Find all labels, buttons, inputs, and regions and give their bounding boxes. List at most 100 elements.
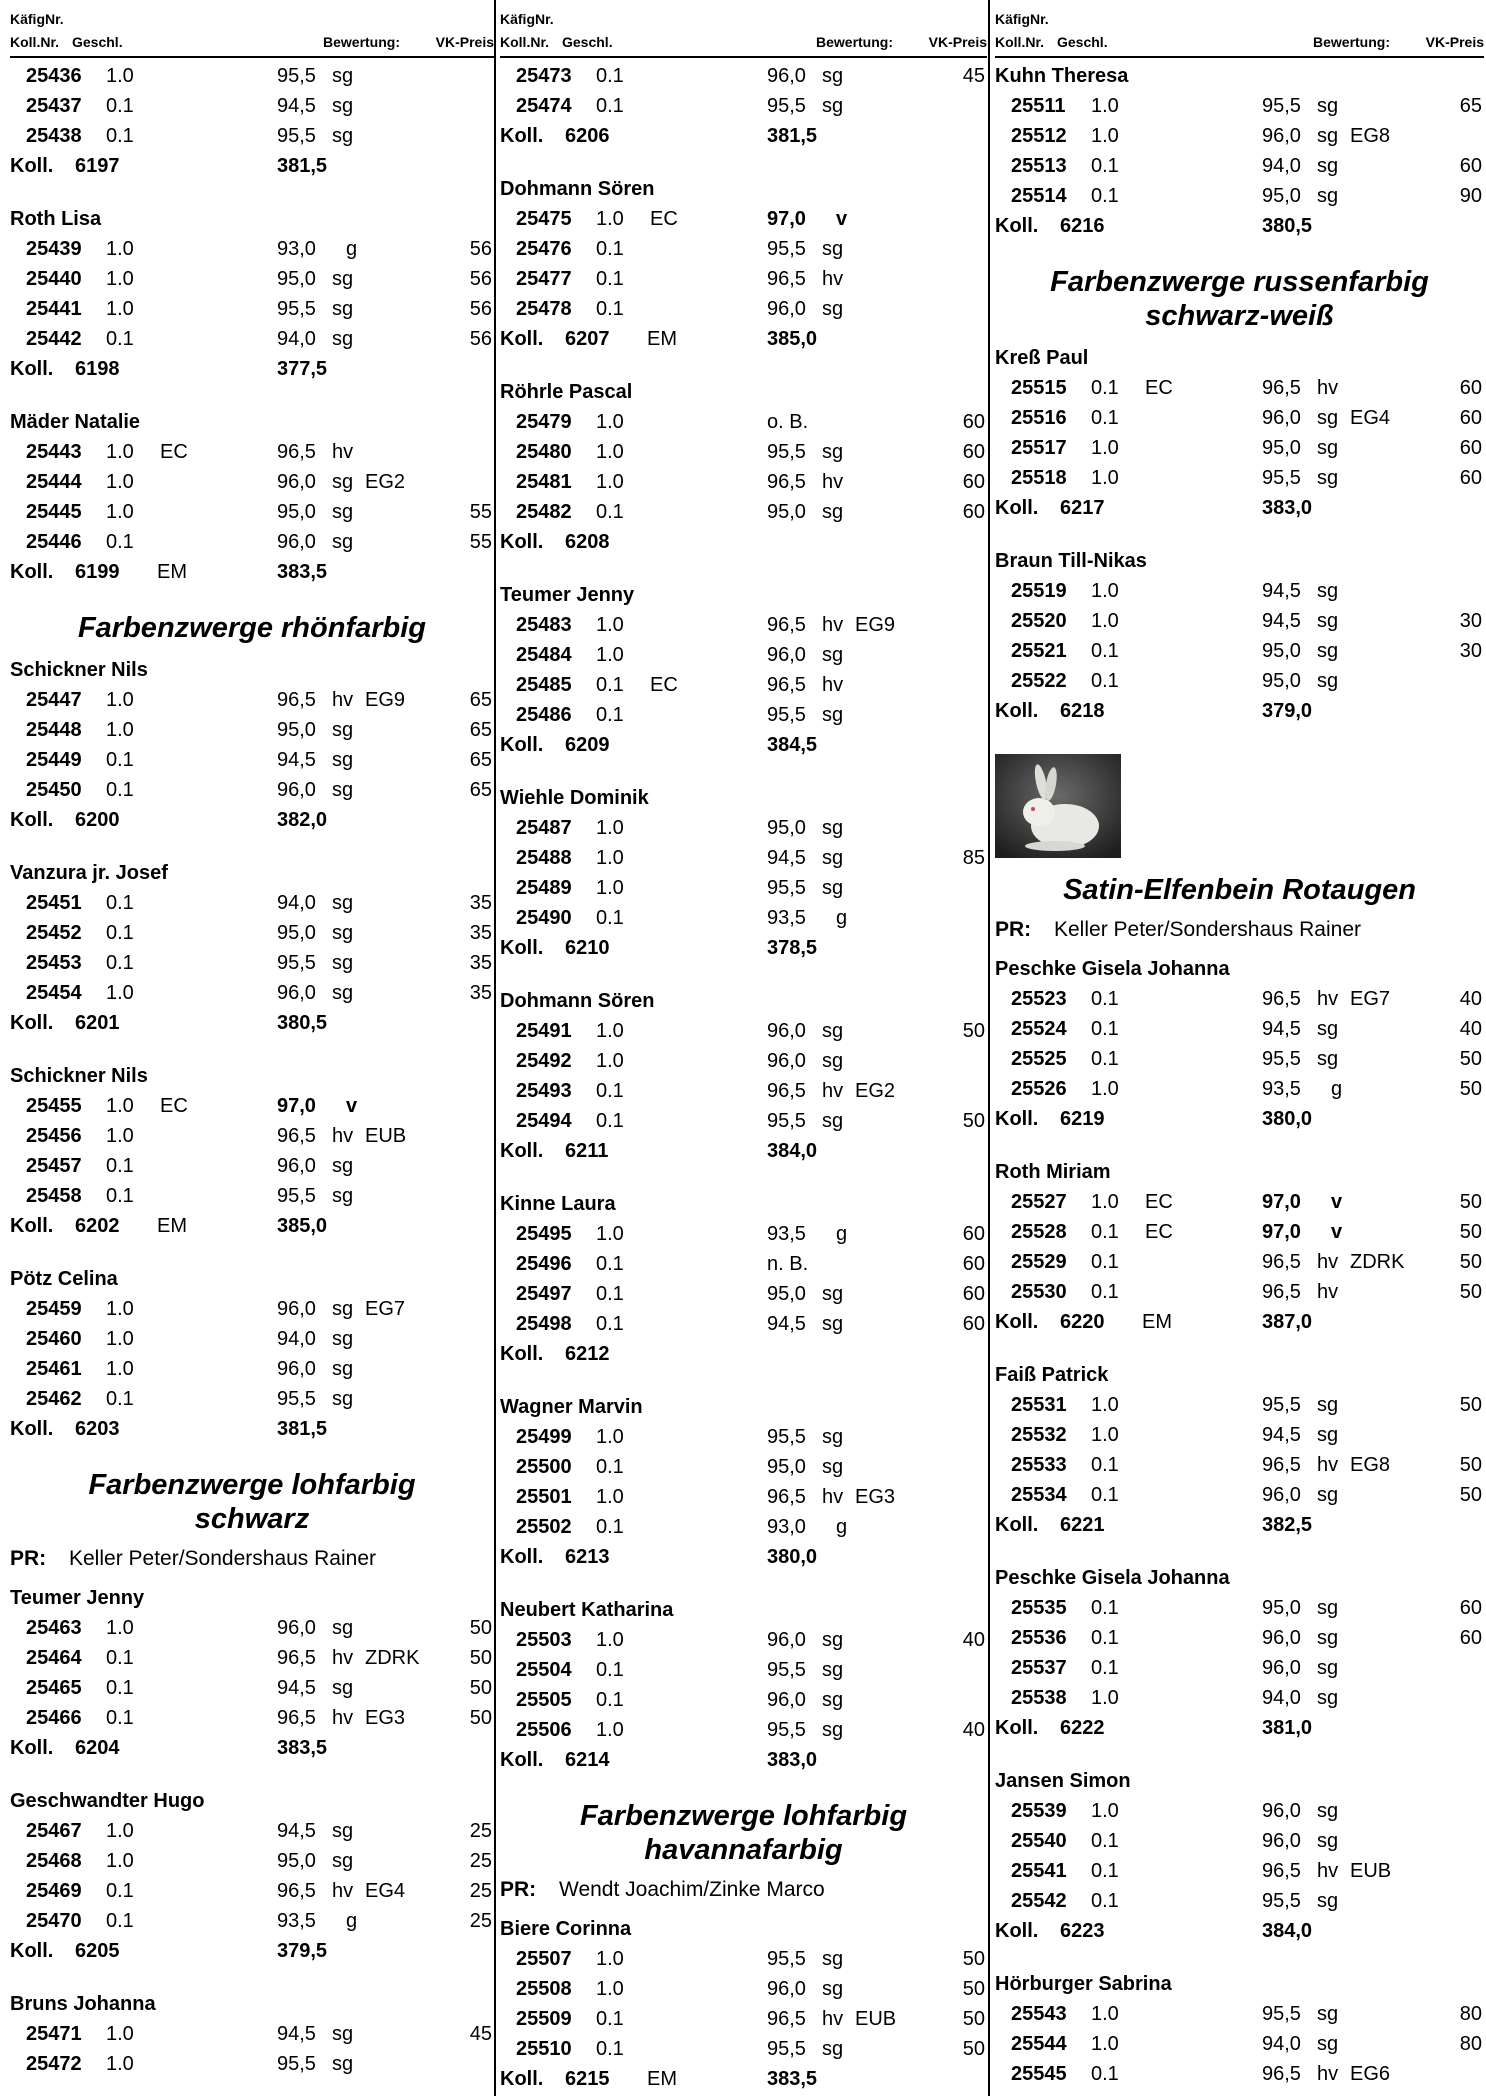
judges: Wendt Joachim/Zinke Marco <box>559 1878 825 1901</box>
cage-number: 25541 <box>1011 1860 1067 1882</box>
sex: 0.1 <box>596 704 624 726</box>
cage-number: 25441 <box>26 298 82 320</box>
grade: v <box>1331 1221 1343 1243</box>
score: 96,5 <box>767 614 806 636</box>
price: 50 <box>469 1707 492 1729</box>
sex: 1.0 <box>106 471 134 493</box>
breeder-block: Braun Till-Nikas 25519 1.0 94,5 sg 25520 1.0 94… <box>995 546 1484 726</box>
grade: sg <box>822 1313 844 1335</box>
entry-row: 25515 0.1 EC 96,5 hv 60 <box>995 373 1484 403</box>
collection-row: Koll. 6215 EM 383,5 <box>500 2064 987 2094</box>
collection-row: Koll. 6206 381,5 <box>500 121 987 151</box>
score: 96,0 <box>1262 125 1301 147</box>
sex: 0.1 <box>106 1677 134 1699</box>
cage-number: 25449 <box>26 749 82 771</box>
entry-row: 25533 0.1 96,5 hv EG8 50 <box>995 1450 1484 1480</box>
price: 50 <box>1459 1484 1482 1506</box>
grade: sg <box>332 1820 354 1842</box>
collection-row: Koll. 6217 383,0 <box>995 493 1484 523</box>
breeder-name: Hörburger Sabrina <box>995 1973 1172 1995</box>
koll-label: Koll. <box>500 328 544 350</box>
price: 35 <box>469 952 492 974</box>
grade: sg <box>332 65 354 87</box>
sex: 0.1 <box>106 125 134 147</box>
price: 80 <box>1459 2033 1482 2055</box>
grade: sg <box>822 1629 844 1651</box>
cage-number: 25467 <box>26 1820 82 1842</box>
cage-number: 25498 <box>516 1313 572 1335</box>
cage-number: 25495 <box>516 1223 572 1245</box>
sex: 0.1 <box>596 65 624 87</box>
breeder-name: Kinne Laura <box>500 1193 616 1215</box>
koll-label: Koll. <box>500 1749 544 1771</box>
score: 95,5 <box>767 704 806 726</box>
score: 95,0 <box>277 922 316 944</box>
grade: hv <box>1317 1251 1339 1273</box>
entry-row: 25535 0.1 95,0 sg 60 <box>995 1593 1484 1623</box>
grade: sg <box>822 1689 844 1711</box>
cage-number: 25524 <box>1011 1018 1067 1040</box>
breeder-row: Wiehle Dominik <box>500 783 987 813</box>
price: 25 <box>469 1910 492 1932</box>
breeder-block: Dohmann Sören 25475 1.0 EC 97,0 v 25476 0.1 95,5… <box>500 174 987 354</box>
entry-row: 25461 1.0 96,0 sg <box>10 1354 494 1384</box>
header-label: Bewertung: <box>1313 34 1390 50</box>
koll-label: Koll. <box>500 1546 544 1568</box>
header-label: Bewertung: <box>816 34 893 50</box>
cage-number: 25535 <box>1011 1597 1067 1619</box>
sex: 0.1 <box>1091 640 1119 662</box>
koll-number: 6206 <box>565 125 610 147</box>
cage-number: 25494 <box>516 1110 572 1132</box>
grade: g <box>836 1223 848 1245</box>
sex: 0.1 <box>1091 670 1119 692</box>
score: 94,5 <box>767 847 806 869</box>
grade: sg <box>1317 1890 1339 1912</box>
entry-row: 25542 0.1 95,5 sg <box>995 1886 1484 1916</box>
score: 94,0 <box>277 892 316 914</box>
column-header: KäfigNr. Koll.Nr. Geschl. Bewertung: VK-Prei… <box>10 0 494 58</box>
grade: sg <box>332 982 354 1004</box>
sex: 1.0 <box>1091 467 1119 489</box>
grade: sg <box>822 1426 844 1448</box>
cage-number: 25518 <box>1011 467 1067 489</box>
breeder-row: Wagner Marvin <box>500 1392 987 1422</box>
cage-number: 25437 <box>26 95 82 117</box>
sex: 0.1 <box>1091 1860 1119 1882</box>
cage-number: 25480 <box>516 441 572 463</box>
koll-sum: 385,0 <box>767 328 818 350</box>
grade: sg <box>822 441 844 463</box>
grade: sg <box>332 1185 354 1207</box>
score: 96,0 <box>277 1358 316 1380</box>
sex: 1.0 <box>106 719 134 741</box>
sex: 1.0 <box>1091 1687 1119 1709</box>
em-mark: EM <box>1142 1311 1172 1333</box>
breeder-block: Roth Lisa 25439 1.0 93,0 g 56 25440 1.0 95,0 sg 56… <box>10 204 494 384</box>
score: 95,0 <box>1262 670 1301 692</box>
grade: sg <box>332 531 354 553</box>
grade: hv <box>822 614 844 636</box>
price: 50 <box>962 1948 985 1970</box>
sex: 1.0 <box>1091 1800 1119 1822</box>
cage-number: 25496 <box>516 1253 572 1275</box>
breeder-row: Neubert Katharina <box>500 1595 987 1625</box>
award: ZDRK <box>365 1647 420 1669</box>
award: EUB <box>365 1125 407 1147</box>
breeder-name: Teumer Jenny <box>10 1587 145 1609</box>
breeder-name: Teumer Jenny <box>500 584 635 606</box>
sex: 0.1 <box>1091 1657 1119 1679</box>
entry-row: 25521 0.1 95,0 sg 30 <box>995 636 1484 666</box>
cage-number: 25513 <box>1011 155 1067 177</box>
header-label: Bewertung: <box>323 34 400 50</box>
grade: hv <box>332 1880 354 1902</box>
pr-label: PR: <box>500 1878 537 1901</box>
cage-number: 25487 <box>516 817 572 839</box>
sex: 1.0 <box>596 1050 624 1072</box>
price: 50 <box>962 1020 985 1042</box>
grade: g <box>1331 1078 1343 1100</box>
sex: 0.1 <box>106 1388 134 1410</box>
koll-number: 6222 <box>1060 1717 1105 1739</box>
koll-sum: 380,5 <box>277 1012 328 1034</box>
breeder-row: Kreß Paul <box>995 343 1484 373</box>
score: 95,0 <box>277 1850 316 1872</box>
price: 60 <box>1459 467 1482 489</box>
